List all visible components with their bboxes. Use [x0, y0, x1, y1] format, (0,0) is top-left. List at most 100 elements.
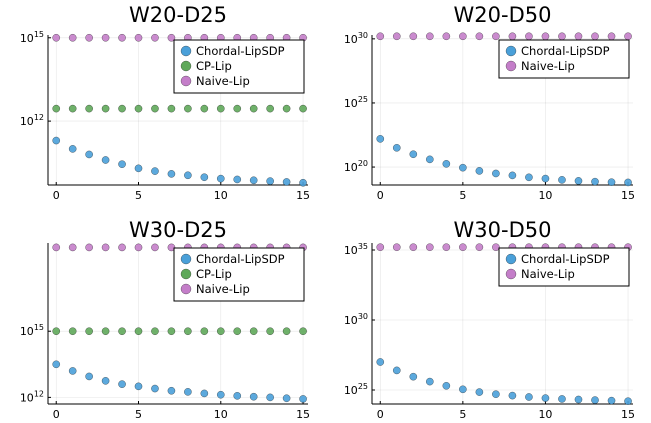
point-naive-lip [118, 33, 126, 42]
point-naive-lip [492, 243, 500, 252]
point-naive-lip [151, 243, 159, 252]
subplot-w30-d50: W30-D50 0 5 10 15 1025 1030 1035 Chordal-LipSDPN… [344, 218, 635, 421]
point-chordal-lipsdp [475, 167, 484, 175]
point-naive-lip [607, 32, 616, 41]
legend-marker-naive-lip [180, 283, 192, 295]
subplot-title: W20-D25 [129, 3, 227, 27]
point-chordal-lipsdp [591, 396, 599, 404]
point-naive-lip [134, 243, 143, 252]
point-naive-lip [101, 243, 110, 252]
legend-label-naive-lip: Naive-Lip [521, 59, 575, 73]
legend-label-naive-lip: Naive-Lip [196, 282, 250, 296]
y-tick-label: 1030 [344, 31, 368, 46]
point-chordal-lipsdp [200, 389, 209, 398]
x-tick-label: 5 [459, 408, 466, 421]
point-naive-lip [68, 243, 77, 252]
point-chordal-lipsdp [85, 372, 93, 381]
point-naive-lip [492, 32, 500, 41]
y-tick-label: 1030 [344, 312, 368, 327]
point-chordal-lipsdp [134, 382, 143, 391]
point-chordal-lipsdp [558, 395, 566, 403]
point-chordal-lipsdp [376, 358, 385, 366]
x-tick-label: 10 [538, 189, 552, 202]
y-tick-label: 1035 [344, 242, 368, 257]
point-naive-lip [376, 32, 385, 41]
point-naive-lip [392, 243, 401, 252]
point-chordal-lipsdp [624, 178, 632, 187]
subplot-title: W30-D25 [129, 218, 227, 242]
point-chordal-lipsdp [151, 384, 159, 393]
legend-marker-chordal-lipsdp [505, 45, 517, 57]
legend-marker-chordal-lipsdp [505, 253, 517, 265]
point-chordal-lipsdp [216, 390, 225, 399]
point-chordal-lipsdp [541, 174, 550, 183]
point-chordal-lipsdp [442, 159, 451, 168]
point-naive-lip [425, 243, 434, 252]
y-tick-label: 1012 [20, 389, 44, 404]
point-chordal-lipsdp [409, 372, 418, 381]
point-chordal-lipsdp [508, 171, 517, 180]
point-naive-lip [541, 32, 550, 41]
y-tick-label: 1012 [20, 113, 44, 128]
point-cp-lip [299, 327, 307, 336]
point-chordal-lipsdp [475, 388, 484, 396]
legend-label-chordal-lipsdp: Chordal-LipSDP [521, 252, 610, 266]
point-chordal-lipsdp [376, 134, 385, 143]
point-naive-lip [118, 243, 126, 252]
point-cp-lip [118, 327, 126, 336]
legend-marker-cp-lip [180, 60, 192, 72]
point-chordal-lipsdp [624, 397, 632, 406]
point-chordal-lipsdp [134, 164, 143, 173]
point-cp-lip [184, 327, 192, 336]
point-chordal-lipsdp [425, 155, 434, 164]
point-chordal-lipsdp [607, 178, 616, 187]
point-chordal-lipsdp [459, 385, 467, 394]
point-chordal-lipsdp [167, 170, 176, 178]
point-chordal-lipsdp [574, 395, 583, 404]
x-tick-label: 5 [459, 189, 466, 202]
point-naive-lip [459, 243, 467, 252]
point-naive-lip [425, 32, 434, 41]
legend-label-chordal-lipsdp: Chordal-LipSDP [196, 252, 285, 266]
point-cp-lip [68, 327, 77, 336]
point-naive-lip [52, 33, 61, 42]
point-chordal-lipsdp [167, 386, 176, 395]
point-cp-lip [85, 104, 93, 113]
point-naive-lip [442, 243, 451, 252]
point-cp-lip [68, 104, 77, 113]
point-chordal-lipsdp [459, 163, 467, 172]
point-chordal-lipsdp [249, 392, 258, 401]
point-cp-lip [167, 327, 176, 336]
legend-marker-chordal-lipsdp [180, 45, 192, 57]
point-chordal-lipsdp [68, 367, 77, 375]
y-tick-label: 1020 [344, 159, 368, 174]
y-tick-label: 1015 [20, 30, 44, 45]
point-chordal-lipsdp [541, 394, 550, 402]
point-naive-lip [409, 32, 418, 41]
point-naive-lip [525, 32, 533, 41]
point-cp-lip [101, 104, 110, 113]
point-chordal-lipsdp [68, 145, 77, 153]
legend-label-chordal-lipsdp: Chordal-LipSDP [521, 44, 610, 58]
x-tick-label: 10 [214, 189, 228, 202]
point-cp-lip [151, 327, 159, 336]
point-cp-lip [249, 104, 258, 113]
point-chordal-lipsdp [266, 177, 275, 185]
legend-box [173, 39, 305, 94]
point-chordal-lipsdp [442, 381, 451, 390]
point-chordal-lipsdp [200, 173, 209, 182]
point-naive-lip [558, 32, 566, 41]
legend-marker-naive-lip [505, 268, 517, 280]
point-cp-lip [216, 327, 225, 336]
legend-label-naive-lip: Naive-Lip [196, 74, 250, 88]
point-naive-lip [591, 32, 599, 41]
point-cp-lip [118, 104, 126, 113]
point-chordal-lipsdp [282, 178, 291, 186]
point-chordal-lipsdp [266, 393, 275, 402]
point-chordal-lipsdp [508, 391, 517, 400]
point-naive-lip [167, 33, 176, 42]
point-chordal-lipsdp [299, 395, 307, 403]
